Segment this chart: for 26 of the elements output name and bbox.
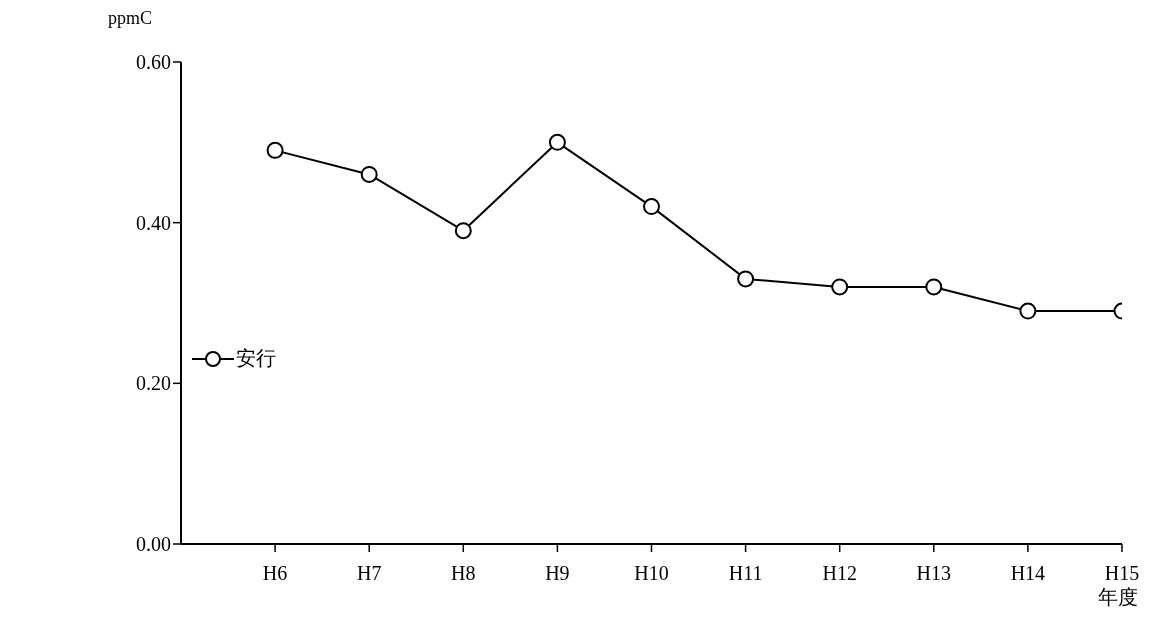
point: [643, 198, 660, 216]
x-tick-label: H13: [916, 562, 952, 585]
x-tick-label: H14: [1010, 562, 1046, 585]
x-tick-label: H9: [545, 562, 570, 585]
x-tick-label: H12: [822, 562, 857, 585]
point: [548, 133, 566, 151]
legend-label: 安行: [236, 346, 276, 371]
y-tick-label: 0.60: [136, 51, 171, 74]
y-axis-title: ppmC: [108, 8, 153, 29]
x-tick-label: H11: [728, 562, 763, 585]
x-tick-label: H15: [1104, 562, 1140, 585]
point: [266, 141, 284, 159]
x-tick-label: H10: [634, 562, 669, 585]
point: [1019, 302, 1037, 320]
point: [360, 165, 378, 183]
y-tick-label: 0.20: [136, 372, 171, 395]
point: [737, 270, 755, 288]
y-tick-label: 0.00: [136, 533, 171, 556]
x-tick-label: H8: [451, 562, 476, 585]
point: [925, 278, 943, 296]
x-tick-label: H6: [262, 562, 288, 585]
x-tick-label: H7: [356, 562, 382, 585]
point: [831, 278, 849, 296]
point: [454, 222, 472, 240]
y-tick-label: 0.40: [136, 211, 171, 234]
x-axis-title: 年度: [1098, 585, 1138, 610]
